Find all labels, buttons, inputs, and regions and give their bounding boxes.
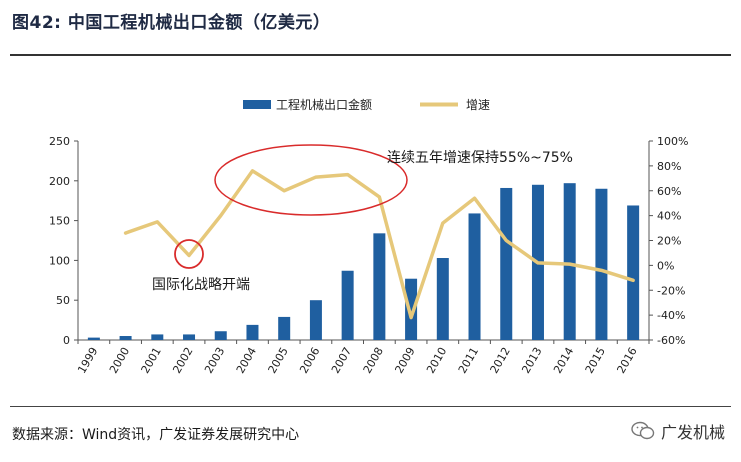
x-tick-label: 2005 xyxy=(266,345,291,376)
annotation-text-growth: 连续五年增速保持55%~75% xyxy=(387,149,573,166)
growth-point-2001 xyxy=(156,221,159,223)
x-tick-label: 2010 xyxy=(424,345,449,376)
growth-point-2009 xyxy=(410,316,412,319)
growth-point-2000 xyxy=(124,232,127,234)
y-left-tick-label: 50 xyxy=(56,294,70,307)
bar-2001 xyxy=(151,334,164,340)
brand-label: 广发机械 xyxy=(660,423,725,442)
y-right-tick-label: 20% xyxy=(657,235,681,248)
x-tick-label: 2008 xyxy=(361,345,386,376)
bar-2010 xyxy=(436,258,449,340)
bar-2007 xyxy=(341,270,354,340)
growth-point-2015 xyxy=(600,269,603,272)
y-right-tick-label: 0% xyxy=(657,259,674,272)
bar-2014 xyxy=(563,183,576,340)
bar-2002 xyxy=(183,334,196,340)
bar-2005 xyxy=(278,316,291,340)
y-right-tick-label: 40% xyxy=(657,210,681,223)
legend: 工程机械出口金额 增速 xyxy=(243,97,490,112)
bar-2004 xyxy=(246,324,259,340)
growth-point-2004 xyxy=(251,170,254,172)
growth-point-2011 xyxy=(473,197,476,200)
growth-point-2013 xyxy=(537,262,539,264)
x-tick-label: 1999 xyxy=(75,345,100,376)
growth-point-2016 xyxy=(632,279,634,282)
y-left-tick-label: 100 xyxy=(49,254,70,267)
x-tick-label: 2011 xyxy=(456,345,481,376)
y-right-tick-label: 100% xyxy=(657,135,688,148)
bar-2006 xyxy=(309,300,322,340)
bar-2008 xyxy=(373,233,386,340)
y-left-tick-label: 150 xyxy=(49,215,70,228)
y-right-tick-label: -40% xyxy=(657,309,685,322)
x-tick-label: 2006 xyxy=(297,345,322,376)
growth-point-2006 xyxy=(315,176,317,178)
x-tick-label: 2000 xyxy=(107,345,132,376)
y-left-tick-label: 250 xyxy=(49,135,70,148)
growth-point-2007 xyxy=(346,173,349,176)
x-tick-label: 2012 xyxy=(488,345,513,376)
x-tick-label: 2016 xyxy=(614,345,639,376)
bar-2000 xyxy=(119,336,132,340)
x-tick-label: 2015 xyxy=(583,345,608,376)
legend-swatch-bar xyxy=(243,100,271,109)
bar-2016 xyxy=(627,205,640,340)
y-right-tick-label: -60% xyxy=(657,334,685,347)
y-left-tick-label: 200 xyxy=(49,175,70,188)
annotation-circle xyxy=(174,239,204,269)
x-tick-label: 2014 xyxy=(551,345,576,376)
legend-label-line: 增速 xyxy=(466,98,490,112)
bar-2012 xyxy=(500,187,513,340)
growth-point-2008 xyxy=(378,196,381,198)
title-divider xyxy=(10,54,731,56)
legend-label-bar: 工程机械出口金额 xyxy=(276,97,372,112)
annotation-ellipse xyxy=(214,144,408,216)
wechat-icon xyxy=(631,421,655,440)
annotation-text-intl: 国际化战略开端 xyxy=(152,277,250,293)
growth-point-2012 xyxy=(505,239,508,242)
x-tick-label: 2013 xyxy=(519,345,544,376)
x-tick-label: 2001 xyxy=(139,345,164,376)
y-right-tick-label: -20% xyxy=(657,284,685,297)
growth-point-2003 xyxy=(219,214,222,217)
growth-point-2010 xyxy=(442,222,444,224)
x-tick-label: 2009 xyxy=(392,345,417,376)
bar-2015 xyxy=(595,188,608,340)
x-tick-label: 2007 xyxy=(329,345,354,376)
source-note: 数据来源：Wind资讯，广发证券发展研究中心 xyxy=(12,427,300,443)
x-tick-label: 2002 xyxy=(170,345,195,376)
growth-point-2002 xyxy=(188,254,190,257)
y-right-tick-label: 60% xyxy=(657,185,681,198)
footer-divider xyxy=(10,406,731,407)
x-tick-label: 2003 xyxy=(202,345,227,376)
y-right-tick-label: 80% xyxy=(657,160,681,173)
y-left-tick-label: 0 xyxy=(63,334,70,347)
bar-2003 xyxy=(214,331,227,340)
x-tick-label: 2004 xyxy=(234,345,259,376)
page-title: 图42: 中国工程机械出口金额（亿美元） xyxy=(12,13,331,33)
growth-point-2005 xyxy=(283,189,285,192)
brand-mark: 广发机械 xyxy=(631,419,725,443)
growth-point-2014 xyxy=(568,263,571,265)
bar-2009 xyxy=(405,278,418,340)
bar-2011 xyxy=(468,213,481,340)
bar-1999 xyxy=(87,337,100,340)
